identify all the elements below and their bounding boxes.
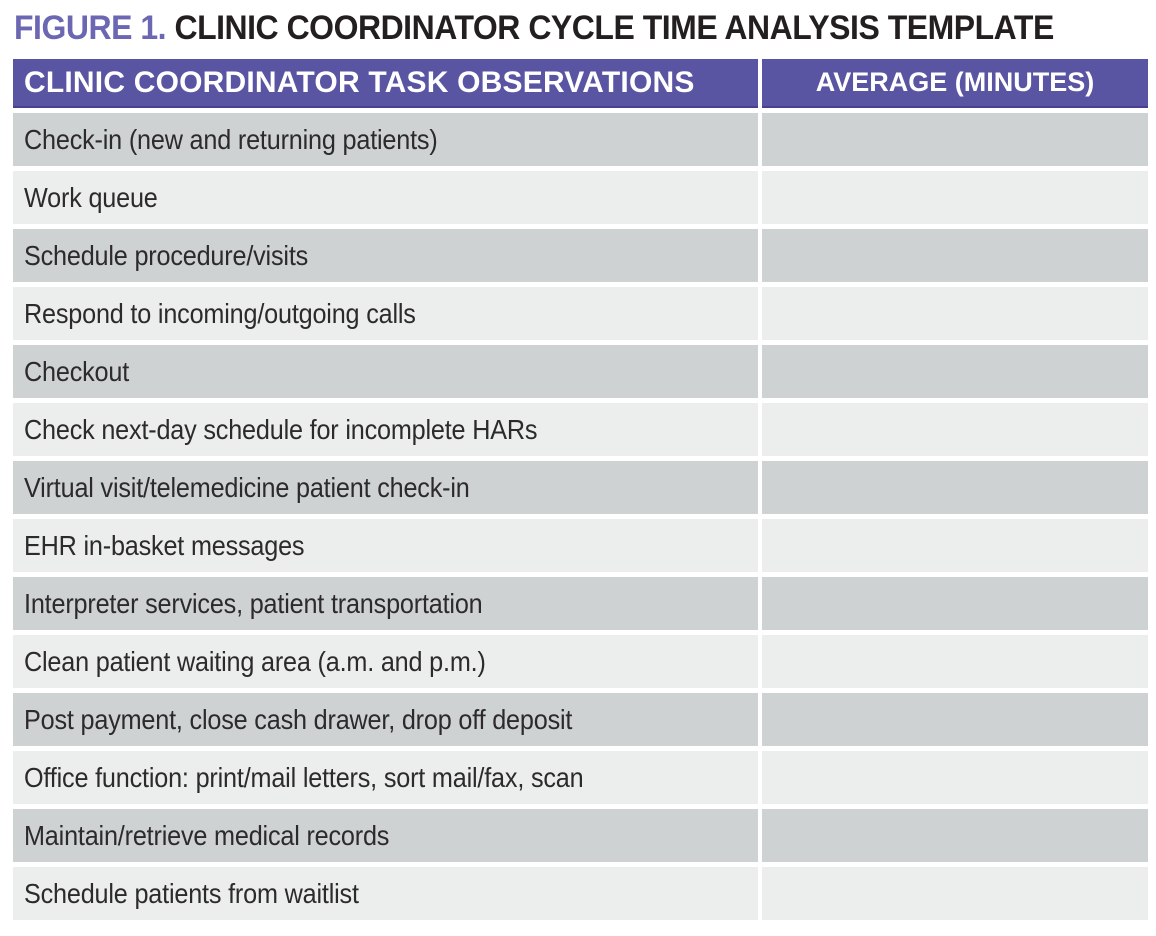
task-label: Post payment, close cash drawer, drop of… — [24, 703, 573, 735]
task-cell: Post payment, close cash drawer, drop of… — [13, 693, 758, 746]
task-label: Check next-day schedule for incomplete H… — [24, 413, 538, 445]
task-cell: Work queue — [13, 171, 758, 224]
average-cell — [762, 693, 1148, 746]
task-label: EHR in-basket messages — [24, 529, 305, 561]
task-cell: Clean patient waiting area (a.m. and p.m… — [13, 635, 758, 688]
task-label: Check-in (new and returning patients) — [24, 123, 438, 155]
task-cell: Office function: print/mail letters, sor… — [13, 751, 758, 804]
task-label: Virtual visit/telemedicine patient check… — [24, 471, 470, 503]
column-header-average-minutes: AVERAGE (MINUTES) — [762, 59, 1148, 108]
task-cell: Schedule patients from waitlist — [13, 867, 758, 920]
average-cell — [762, 287, 1148, 340]
cycle-time-table: CLINIC COORDINATOR TASK OBSERVATIONS AVE… — [13, 59, 1148, 920]
task-cell: Check-in (new and returning patients) — [13, 113, 758, 166]
average-cell — [762, 229, 1148, 282]
task-label: Schedule patients from waitlist — [24, 877, 359, 909]
task-cell: Schedule procedure/visits — [13, 229, 758, 282]
task-cell: Checkout — [13, 345, 758, 398]
task-cell: EHR in-basket messages — [13, 519, 758, 572]
figure-label: FIGURE 1. — [14, 9, 167, 47]
average-cell — [762, 577, 1148, 630]
average-cell — [762, 519, 1148, 572]
average-cell — [762, 345, 1148, 398]
average-cell — [762, 809, 1148, 862]
task-cell: Maintain/retrieve medical records — [13, 809, 758, 862]
task-label: Checkout — [24, 355, 130, 387]
figure-page: FIGURE 1. CLINIC COORDINATOR CYCLE TIME … — [0, 8, 1156, 920]
task-cell: Respond to incoming/outgoing calls — [13, 287, 758, 340]
average-cell — [762, 403, 1148, 456]
average-cell — [762, 867, 1148, 920]
task-label: Office function: print/mail letters, sor… — [24, 761, 584, 793]
figure-title-text: CLINIC COORDINATOR CYCLE TIME ANALYSIS T… — [174, 9, 1054, 47]
average-cell — [762, 171, 1148, 224]
task-label: Work queue — [24, 181, 158, 213]
task-cell: Virtual visit/telemedicine patient check… — [13, 461, 758, 514]
task-label: Maintain/retrieve medical records — [24, 819, 390, 851]
column-header-task-observations: CLINIC COORDINATOR TASK OBSERVATIONS — [13, 59, 758, 108]
average-cell — [762, 461, 1148, 514]
figure-title: FIGURE 1. CLINIC COORDINATOR CYCLE TIME … — [14, 8, 1156, 48]
average-cell — [762, 113, 1148, 166]
figure-title-inner: FIGURE 1. CLINIC COORDINATOR CYCLE TIME … — [14, 8, 1054, 48]
task-label: Clean patient waiting area (a.m. and p.m… — [24, 645, 486, 677]
task-label: Interpreter services, patient transporta… — [24, 587, 483, 619]
task-cell: Check next-day schedule for incomplete H… — [13, 403, 758, 456]
task-label: Respond to incoming/outgoing calls — [24, 297, 416, 329]
average-cell — [762, 751, 1148, 804]
task-label: Schedule procedure/visits — [24, 239, 309, 271]
task-cell: Interpreter services, patient transporta… — [13, 577, 758, 630]
average-cell — [762, 635, 1148, 688]
